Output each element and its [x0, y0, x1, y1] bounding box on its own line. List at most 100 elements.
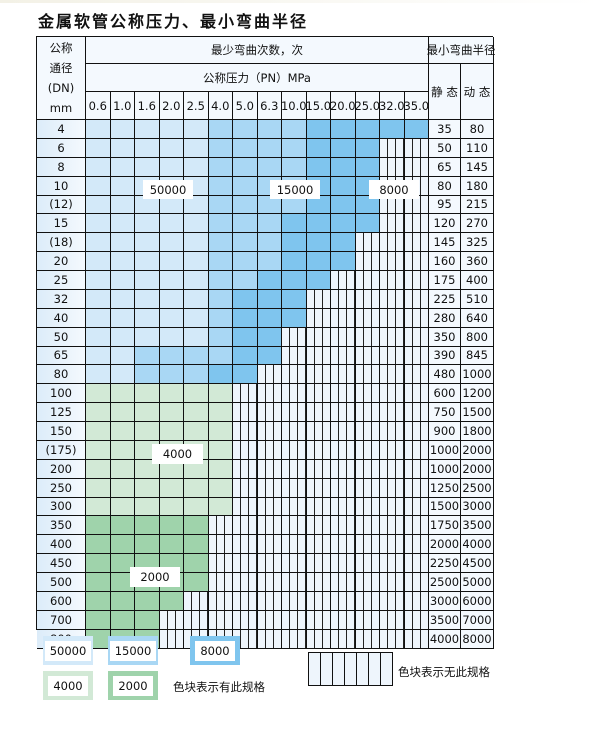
available-cell: [86, 157, 111, 177]
available-cell: [306, 214, 331, 234]
available-cell: [110, 591, 135, 611]
available-cell: [208, 289, 233, 309]
unavailable-cell: [257, 573, 282, 592]
available-cell: [282, 289, 307, 309]
static-radius-cell: 350: [429, 327, 461, 347]
available-cell: [86, 478, 111, 498]
available-cell: [257, 271, 282, 290]
available-cell: [86, 271, 111, 290]
available-cell: [159, 195, 184, 215]
unavailable-cell: [355, 629, 380, 649]
dn-cell: 25: [37, 271, 86, 290]
dynamic-radius-cell: 270: [461, 214, 494, 234]
available-cell: [355, 214, 380, 234]
unavailable-cell: [306, 308, 331, 328]
available-cell: [233, 214, 258, 234]
available-cell: [86, 176, 111, 196]
available-cell: [135, 271, 160, 290]
available-cell: [208, 176, 233, 196]
available-cell: [110, 422, 135, 441]
unavailable-cell: [404, 610, 429, 630]
available-cell: [184, 516, 209, 536]
static-radius-cell: 1000: [429, 459, 461, 479]
available-cell: [233, 365, 258, 385]
unavailable-cell: [306, 629, 331, 649]
available-cell: [282, 233, 307, 253]
unavailable-cell: [404, 365, 429, 385]
unavailable-cell: [355, 346, 380, 366]
unavailable-cell: [257, 554, 282, 574]
available-cell: [184, 554, 209, 574]
available-cell: [184, 327, 209, 347]
legend-label: 50000: [44, 640, 92, 661]
unavailable-cell: [404, 271, 429, 290]
unavailable-cell: [355, 403, 380, 423]
available-cell: [233, 308, 258, 328]
unavailable-cell: [380, 422, 405, 441]
available-cell: [282, 195, 307, 215]
available-cell: [135, 516, 160, 536]
legend-unavailable-swatch: [308, 652, 393, 686]
available-cell: [110, 252, 135, 271]
unavailable-cell: [380, 403, 405, 423]
available-cell: [159, 327, 184, 347]
available-cell: [257, 233, 282, 253]
dn-cell: 400: [37, 535, 86, 555]
unavailable-cell: [404, 157, 429, 177]
unavailable-cell: [306, 289, 331, 309]
unavailable-cell: [380, 554, 405, 574]
dn-header-line: (DN): [47, 81, 75, 95]
available-cell: [86, 120, 111, 139]
available-cell: [86, 422, 111, 441]
available-cell: [135, 327, 160, 347]
unavailable-cell: [208, 610, 233, 630]
available-cell: [208, 138, 233, 158]
unavailable-cell: [233, 497, 258, 517]
available-cell: [135, 252, 160, 271]
unavailable-cell: [355, 271, 380, 290]
unavailable-cell: [233, 554, 258, 574]
static-radius-cell: 390: [429, 346, 461, 366]
available-cell: [159, 214, 184, 234]
available-cell: [282, 157, 307, 177]
available-cell: [380, 120, 405, 139]
unavailable-cell: [380, 497, 405, 517]
unavailable-cell: [404, 459, 429, 479]
static-radius-cell: 4000: [429, 629, 461, 649]
unavailable-cell: [257, 440, 282, 460]
available-cell: [110, 535, 135, 555]
available-cell: [159, 346, 184, 366]
available-cell: [86, 214, 111, 234]
unavailable-cell: [355, 422, 380, 441]
unavailable-cell: [331, 271, 356, 290]
pressure-header: 公称压力（PN）MPa: [86, 64, 429, 92]
available-cell: [404, 120, 429, 139]
unavailable-cell: [380, 478, 405, 498]
available-cell: [184, 346, 209, 366]
pressure-col-header: 25.0: [354, 92, 380, 120]
available-cell: [135, 289, 160, 309]
unavailable-cell: [257, 497, 282, 517]
available-cell: [208, 327, 233, 347]
available-cell: [86, 233, 111, 253]
available-cell: [257, 327, 282, 347]
unavailable-cell: [380, 271, 405, 290]
available-cell: [208, 497, 233, 517]
available-cell: [355, 138, 380, 158]
available-cell: [233, 233, 258, 253]
unavailable-cell: [184, 591, 209, 611]
unavailable-cell: [306, 346, 331, 366]
unavailable-cell: [184, 610, 209, 630]
available-cell: [159, 233, 184, 253]
available-cell: [135, 459, 160, 479]
static-radius-cell: 280: [429, 308, 461, 328]
unavailable-cell: [306, 403, 331, 423]
unavailable-cell: [257, 535, 282, 555]
available-cell: [110, 271, 135, 290]
dn-cell: 600: [37, 591, 86, 611]
available-cell: [135, 233, 160, 253]
unavailable-cell: [355, 308, 380, 328]
available-cell: [110, 233, 135, 253]
unavailable-cell: [380, 384, 405, 404]
cycles-header: 最少弯曲次数，次: [86, 37, 429, 64]
